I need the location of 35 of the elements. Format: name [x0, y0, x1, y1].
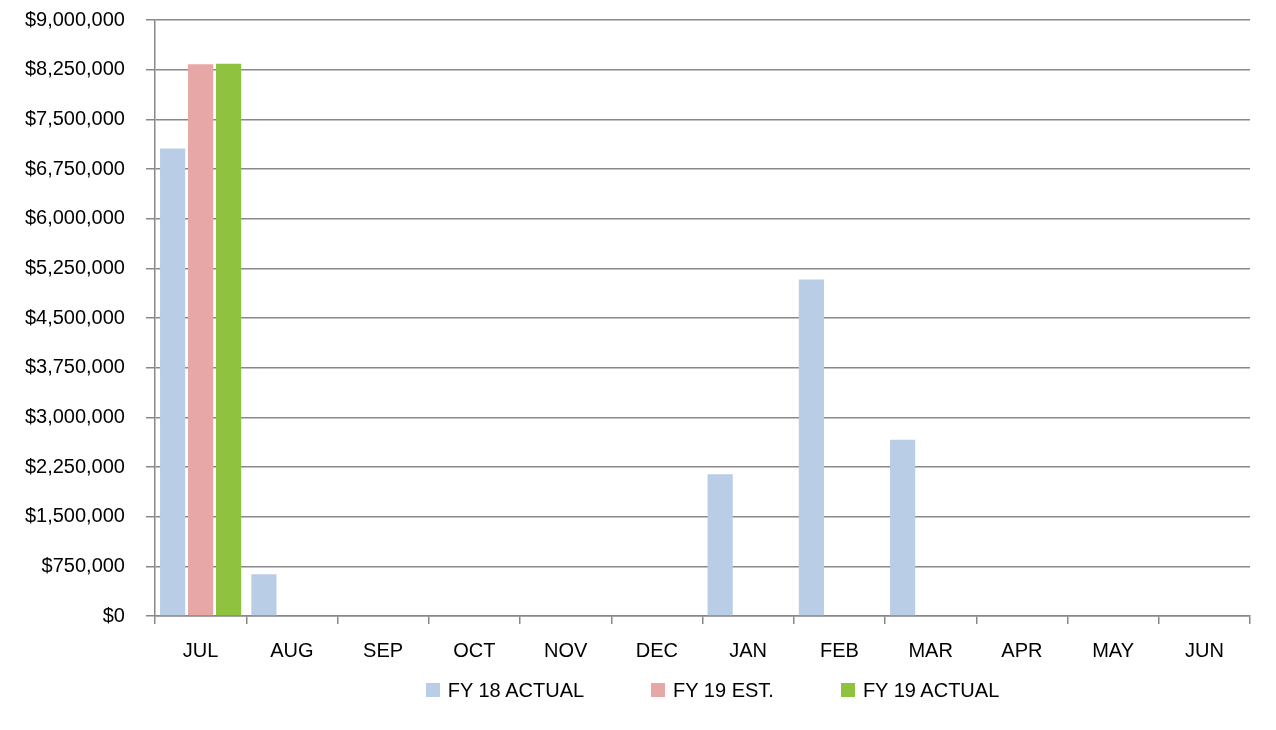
x-tick-label: MAY	[1092, 638, 1135, 661]
y-tick-label: $750,000	[41, 553, 125, 576]
bar	[707, 474, 733, 616]
y-tick-label: $1,500,000	[24, 504, 125, 527]
y-tick-label: $3,000,000	[24, 404, 125, 427]
y-tick-label: $3,750,000	[24, 355, 125, 378]
bar	[188, 64, 214, 616]
legend-label: FY 19 ACTUAL	[862, 678, 1000, 702]
x-tick-label: AUG	[270, 638, 314, 661]
x-tick-label: MAR	[908, 638, 953, 661]
x-tick-label: NOV	[543, 638, 588, 661]
x-tick-label: JUN	[1184, 638, 1224, 661]
y-tick-label: $7,500,000	[24, 106, 125, 129]
bar	[160, 148, 186, 616]
x-tick-label: JUL	[182, 638, 219, 661]
y-tick-label: $0	[102, 603, 125, 626]
y-tick-label: $9,000,000	[24, 7, 125, 30]
y-tick-label: $8,250,000	[24, 57, 125, 80]
y-tick-label: $6,750,000	[24, 156, 125, 179]
y-tick-label: $4,500,000	[24, 305, 125, 328]
y-tick-label: $2,250,000	[24, 454, 125, 477]
x-tick-label: APR	[1001, 638, 1043, 661]
x-tick-label: SEP	[363, 638, 404, 661]
legend-label: FY 18 ACTUAL	[447, 678, 585, 702]
bar	[251, 574, 277, 616]
x-tick-label: OCT	[453, 638, 496, 661]
bar	[890, 439, 916, 616]
x-tick-label: DEC	[635, 638, 678, 661]
x-tick-label: JAN	[729, 638, 768, 661]
x-tick-label: FEB	[819, 638, 859, 661]
bar	[216, 63, 242, 616]
y-tick-label: $6,000,000	[24, 206, 125, 229]
y-tick-label: $5,250,000	[24, 255, 125, 278]
legend-label: FY 19 EST.	[673, 678, 774, 702]
bar	[798, 279, 824, 616]
